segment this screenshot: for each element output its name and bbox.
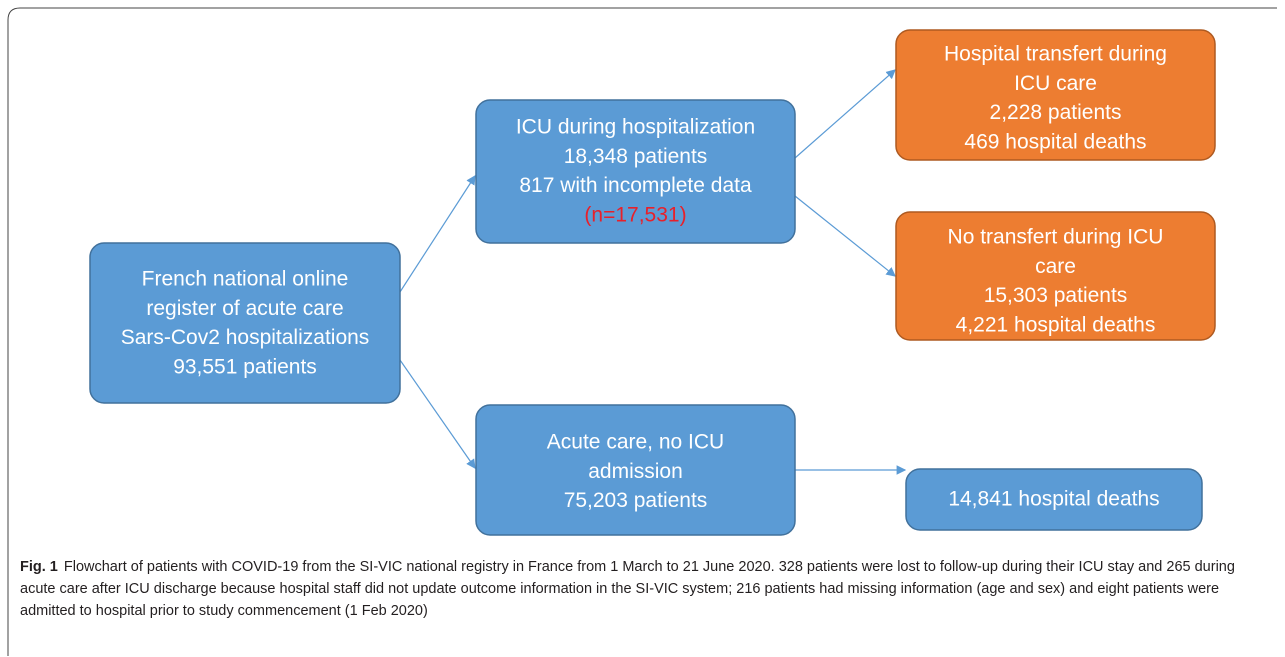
node-text: Acute care, no ICU (547, 431, 724, 454)
node-text: 75,203 patients (564, 489, 708, 512)
node-box (905, 468, 1203, 531)
nodes: French national online register of acute … (89, 29, 1216, 536)
node-text: 469 hospital deaths (964, 130, 1146, 153)
node-text: 817 with incomplete data (519, 174, 752, 197)
caption: Fig. 1 Flowchart of patients with COVID-1… (20, 556, 1260, 622)
node-text: 4,221 hospital deaths (956, 313, 1156, 336)
node-text: 18,348 patients (564, 145, 708, 168)
caption-text: Flowchart of patients with COVID-19 from… (20, 559, 1235, 619)
node-text: 93,551 patients (173, 355, 317, 378)
node-text: register of acute care (146, 297, 343, 320)
node: Acute care, no ICU admission 75,203 patien… (475, 404, 796, 536)
node-text: ICU care (1014, 72, 1097, 95)
node: 14,841 hospital deaths (905, 468, 1203, 531)
node-box (895, 29, 1216, 161)
node-text: Hospital transfert during (944, 43, 1167, 66)
node-text: ICU during hospitalization (516, 116, 755, 139)
node-text: French national online (142, 268, 349, 291)
node-text: care (1035, 255, 1076, 278)
node: French national online register of acute … (89, 242, 401, 404)
node-box (475, 404, 796, 536)
arrow (794, 69, 896, 159)
arrows (399, 69, 907, 475)
node-text: (n=17,531) (584, 203, 686, 226)
node: Hospital transfert during ICU care 2,228 p… (895, 29, 1216, 161)
node-text: No transfert during ICU (948, 226, 1164, 249)
arrow (399, 359, 476, 469)
arrow (794, 195, 896, 277)
caption-label: Fig. 1 (20, 559, 58, 575)
node-box (895, 211, 1216, 341)
node-box (475, 99, 796, 244)
node: ICU during hospitalization 18,348 patient… (475, 99, 796, 244)
node-box (89, 242, 401, 404)
node: No transfert during ICU care 15,303 patien… (895, 211, 1216, 341)
node-text: 15,303 patients (984, 284, 1128, 307)
arrow (399, 174, 476, 293)
node-text: admission (588, 460, 683, 483)
node-text: 2,228 patients (990, 101, 1122, 124)
node-text: Sars-Cov2 hospitalizations (121, 326, 370, 349)
node-text: 14,841 hospital deaths (948, 488, 1159, 511)
figure-border (7, 7, 1277, 656)
